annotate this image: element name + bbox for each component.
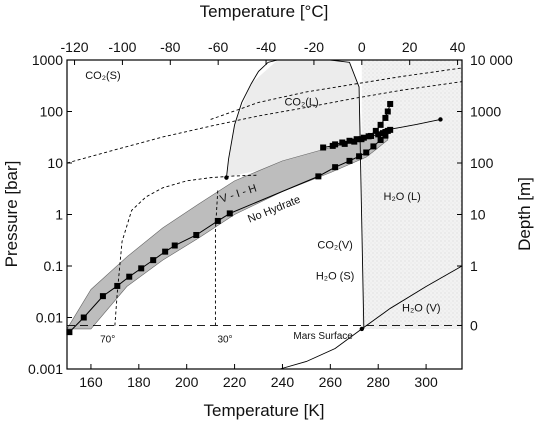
data-marker [382,114,389,121]
y-tick-label-left: 0.01 [36,310,63,326]
x-tick-label-bottom: 260 [319,374,343,390]
region-label: CO₂(V) [317,239,352,251]
y-tick-label-right: 10 000 [470,52,513,68]
x-axis-title-top: Temperature [°C] [200,2,329,21]
x-tick-label-top: -60 [208,39,228,55]
data-marker [370,143,377,150]
x-axis-title-bottom: Temperature [K] [204,401,325,420]
y-tick-label-right: 1000 [470,104,501,120]
data-marker [387,100,394,107]
y-tick-label-left: 10 [47,155,63,171]
data-marker [365,133,372,140]
data-marker [375,131,382,138]
x-tick-label-top: -20 [304,39,324,55]
x-tick-label-bottom: 160 [79,374,103,390]
data-marker [329,142,336,149]
x-tick-label-top: 40 [450,39,466,55]
data-marker [377,121,384,128]
y-tick-label-left: 100 [40,104,64,120]
x-tick-label-top: -80 [160,39,180,55]
data-marker [214,217,221,224]
data-marker [332,164,339,171]
x-tick-label-bottom: 280 [367,374,391,390]
region-label: Mars Surface [293,331,353,342]
data-marker [226,210,233,217]
y-tick-label-left: 0.001 [28,361,63,377]
y-tick-label-right: 0 [470,317,478,333]
curve-3 [380,119,441,133]
data-marker [358,136,365,143]
data-marker [372,127,379,134]
data-marker [138,265,145,272]
data-marker [346,137,353,144]
data-marker [384,108,391,115]
data-marker [363,149,370,156]
data-marker [66,329,73,336]
x-tick-label-bottom: 180 [127,374,151,390]
data-marker [126,273,133,280]
y-tick-label-left: 0.1 [44,258,64,274]
x-tick-label-top: -120 [61,39,89,55]
x-tick-label-bottom: 300 [414,374,438,390]
y-tick-label-left: 1000 [32,52,63,68]
x-tick-label-top: -100 [108,39,136,55]
data-marker [193,231,200,238]
y-tick-label-right: 100 [470,155,494,171]
data-marker [150,257,157,264]
data-marker [80,314,87,321]
curve-5 [330,59,365,329]
x-tick-label-bottom: 220 [223,374,247,390]
data-marker [171,242,178,249]
x-tick-label-top: 20 [402,39,418,55]
curve-7 [66,81,463,164]
y-tick-label-right: 1 [470,258,478,274]
region-label: CO₂(S) [85,70,120,82]
y-tick-label-right: 10 [470,207,486,223]
data-marker [346,157,353,164]
x-tick-label-top: -40 [256,39,276,55]
data-marker [99,293,106,300]
region-label: CO₂(L) [284,97,318,109]
y-tick-label-left: 1 [55,207,63,223]
x-tick-label-bottom: 200 [175,374,199,390]
data-marker [356,153,363,160]
region-label: 70° [100,334,115,345]
curve-9 [114,174,259,326]
data-marker [114,282,121,289]
y-axis-title-left: Pressure [bar] [2,161,21,268]
data-marker [377,136,384,143]
region-label: H₂O (S) [316,270,355,282]
x-tick-label-top: 0 [358,39,366,55]
endpoint-marker [438,117,443,122]
h2o-liquid-region [361,60,462,329]
region-label: H₂O (V) [402,303,441,315]
region-label: H₂O (L) [384,191,421,203]
region-label: 30° [217,334,232,345]
water-triple-point-marker [359,326,365,332]
data-marker [320,144,327,151]
ticks-layer: 160 180 200 220 240 260 280 300-120 -100 -80 -60 -4… [28,39,513,390]
data-marker [341,140,348,147]
data-marker [351,138,358,145]
data-marker [162,248,169,255]
hydrate-band [66,130,389,330]
data-marker [315,173,322,180]
y-axis-title-right: Depth [m] [515,177,534,251]
curve-10 [214,189,219,326]
triple-point-marker [224,175,229,180]
x-tick-label-bottom: 240 [271,374,295,390]
series-layer [66,59,463,370]
